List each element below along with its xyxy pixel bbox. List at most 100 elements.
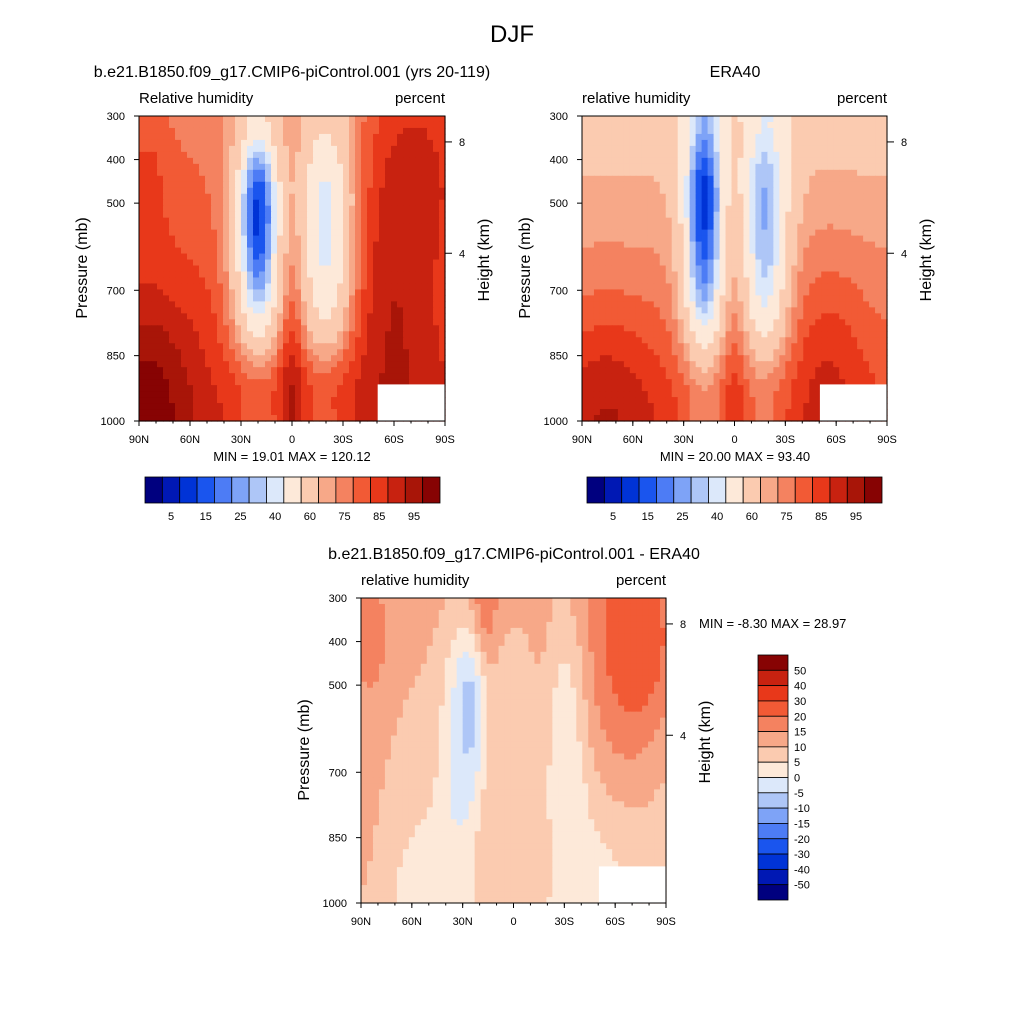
contour-cell <box>229 331 236 338</box>
contour-cell <box>343 169 350 177</box>
contour-cell <box>409 265 416 273</box>
contour-cell <box>325 139 332 147</box>
contour-cell <box>313 259 320 267</box>
contour-cell <box>415 337 422 344</box>
contour-cell <box>611 181 619 189</box>
contour-cell <box>151 235 158 243</box>
contour-cell <box>761 116 768 123</box>
contour-cell <box>397 349 404 356</box>
contour-cell <box>875 199 882 207</box>
contour-cell <box>187 193 194 201</box>
contour-cell <box>181 181 188 189</box>
contour-cell <box>235 241 242 249</box>
contour-cell <box>725 229 733 237</box>
contour-cell <box>869 235 876 243</box>
contour-cell <box>623 325 631 332</box>
contour-cell <box>385 193 392 201</box>
contour-cell <box>181 116 188 123</box>
contour-cell <box>713 319 721 326</box>
contour-cell <box>139 163 146 171</box>
contour-cell <box>701 127 709 135</box>
contour-cell <box>707 169 715 177</box>
contour-cell <box>845 121 852 129</box>
contour-cell <box>749 187 757 195</box>
contour-cell <box>635 289 643 297</box>
contour-cell <box>713 349 721 356</box>
contour-cell <box>169 169 176 177</box>
contour-cell <box>725 145 733 153</box>
contour-cell <box>145 253 152 261</box>
contour-cell <box>337 163 344 171</box>
contour-cell <box>839 205 846 213</box>
contour-cell <box>695 295 703 302</box>
contour-cell <box>671 205 679 213</box>
contour-cell <box>313 337 320 344</box>
contour-cell <box>857 133 864 141</box>
contour-cell <box>671 331 679 338</box>
contour-cell <box>773 295 780 302</box>
contour-cell <box>593 175 601 183</box>
contour-cell <box>271 277 278 285</box>
contour-cell <box>385 145 392 153</box>
contour-cell <box>181 289 188 297</box>
contour-cell <box>605 145 613 153</box>
contour-cell <box>421 331 428 338</box>
contour-cell <box>139 157 146 165</box>
contour-cell <box>211 271 218 279</box>
contour-cell <box>611 277 619 285</box>
contour-cell <box>319 385 326 392</box>
contour-cell <box>857 181 864 189</box>
contour-cell <box>851 259 858 267</box>
contour-cell <box>343 307 350 314</box>
contour-cell <box>605 361 613 368</box>
contour-cell <box>295 325 302 332</box>
contour-cell <box>713 205 721 213</box>
contour-cell <box>295 199 302 207</box>
contour-cell <box>749 313 757 320</box>
min-max-label: MIN = 19.01 MAX = 120.12 <box>213 449 371 464</box>
contour-cell <box>235 145 242 153</box>
contour-cell <box>217 337 224 344</box>
contour-cell <box>211 211 218 219</box>
contour-cell <box>641 247 649 255</box>
contour-cell <box>247 241 254 249</box>
contour-cell <box>295 355 302 362</box>
contour-cell <box>427 265 434 273</box>
contour-cell <box>379 301 386 308</box>
contour-cell <box>337 247 344 255</box>
contour-cell <box>421 229 428 237</box>
contour-cell <box>259 385 266 392</box>
contour-cell <box>145 121 152 129</box>
contour-cell <box>367 343 374 350</box>
contour-cell <box>151 157 158 165</box>
contour-cell <box>605 283 613 291</box>
contour-cell <box>433 205 440 213</box>
contour-cell <box>701 367 709 374</box>
contour-cell <box>193 295 200 302</box>
contour-cell <box>391 361 398 368</box>
y-tick-label: 700 <box>107 285 125 297</box>
contour-cell <box>337 133 344 141</box>
contour-cell <box>205 175 212 183</box>
contour-cell <box>719 253 727 261</box>
contour-cell <box>199 337 206 344</box>
contour-cell <box>319 133 326 141</box>
contour-cell <box>181 349 188 356</box>
contour-cell <box>373 349 380 356</box>
contour-cell <box>415 277 422 285</box>
contour-cell <box>743 169 751 177</box>
contour-cell <box>271 193 278 201</box>
contour-cell <box>331 253 338 261</box>
contour-cell <box>767 181 774 189</box>
contour-cell <box>821 193 828 201</box>
contour-cell <box>289 403 296 410</box>
contour-cell <box>253 295 260 302</box>
contour-cell <box>797 253 804 261</box>
contour-cell <box>241 169 248 177</box>
contour-cell <box>145 181 152 189</box>
contour-cell <box>629 373 637 380</box>
contour-cell <box>809 139 816 147</box>
contour-cell <box>253 151 260 159</box>
contour-cell <box>163 277 170 285</box>
contour-cell <box>839 343 846 350</box>
